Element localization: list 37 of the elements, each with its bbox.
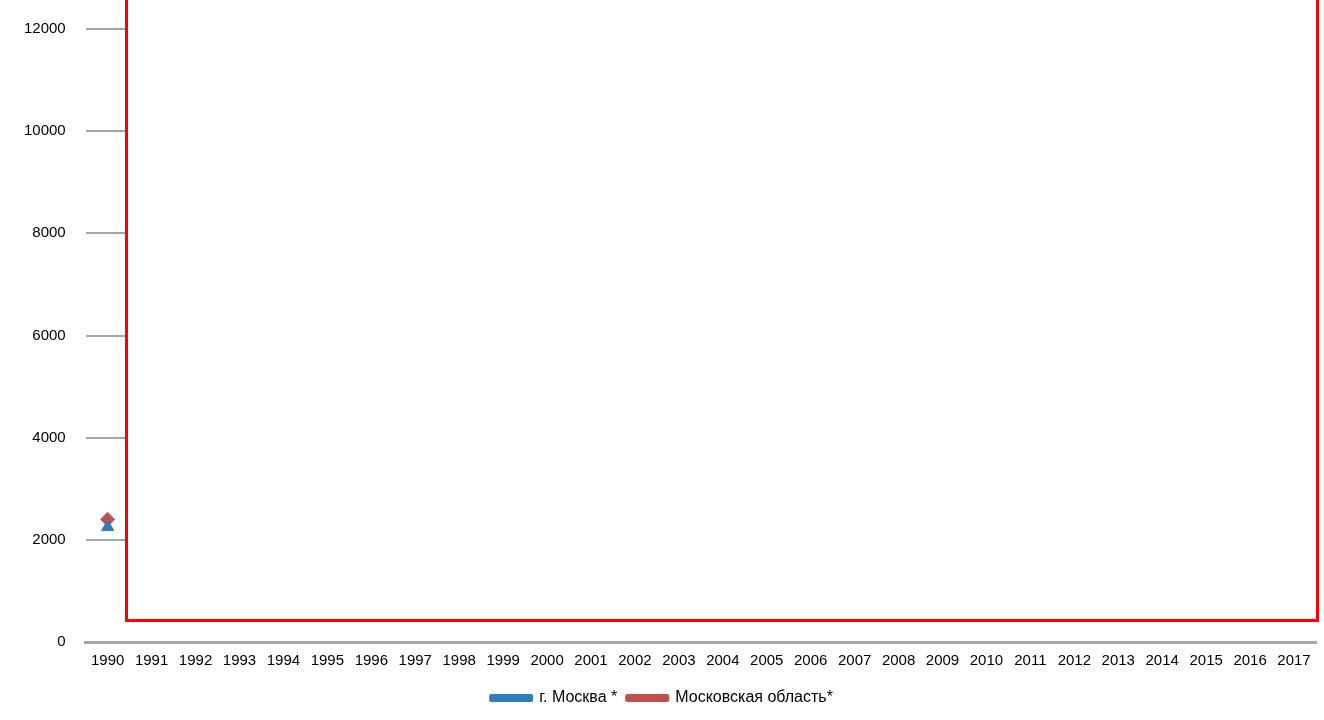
x-tick-label: 2016: [1233, 651, 1267, 669]
x-tick-label: 2010: [969, 651, 1004, 669]
x-tick-label: 2015: [1189, 651, 1223, 669]
x-tick-label: 2001: [574, 651, 608, 669]
x-tick-label: 2002: [618, 651, 652, 669]
x-tick-label: 2014: [1145, 651, 1179, 669]
y-tick-label: 10000: [23, 121, 66, 139]
x-tick-label: 2007: [837, 651, 872, 669]
legend-label: г. Москва *: [539, 688, 618, 706]
x-tick-label: 2008: [881, 651, 916, 669]
x-tick-label: 2017: [1277, 651, 1311, 669]
x-tick-label: 2004: [706, 651, 740, 669]
x-tick-label: 1998: [442, 651, 476, 669]
y-tick-label: 12000: [23, 19, 66, 37]
x-tick-label: 2003: [662, 651, 696, 669]
x-tick-label: 1997: [398, 651, 432, 669]
x-tick-label: 1995: [310, 651, 345, 669]
x-tick-label: 2012: [1057, 651, 1092, 669]
x-tick-label: 2005: [750, 651, 784, 669]
y-tick-label: 0: [57, 632, 66, 650]
x-tick-label: 2011: [1014, 651, 1047, 669]
y-tick-label: 4000: [32, 427, 66, 445]
x-tick-label: 1994: [266, 651, 301, 669]
x-tick-label: 1990: [90, 651, 125, 669]
x-tick-label: 2013: [1101, 651, 1135, 669]
legend-label: Московская область*: [675, 688, 833, 706]
x-tick-label: 1993: [222, 651, 257, 669]
x-tick-label: 1992: [178, 651, 213, 669]
x-tick-label: 2000: [530, 651, 564, 669]
x-tick-label: 1996: [354, 651, 388, 669]
x-tick-label: 2009: [925, 651, 960, 669]
y-tick-label: 6000: [32, 325, 66, 343]
x-tick-label: 1991: [134, 651, 169, 669]
y-tick-label: 2000: [32, 529, 66, 547]
y-tick-label: 8000: [32, 223, 66, 241]
x-tick-label: 1999: [486, 651, 520, 669]
x-tick-label: 2006: [794, 651, 828, 669]
